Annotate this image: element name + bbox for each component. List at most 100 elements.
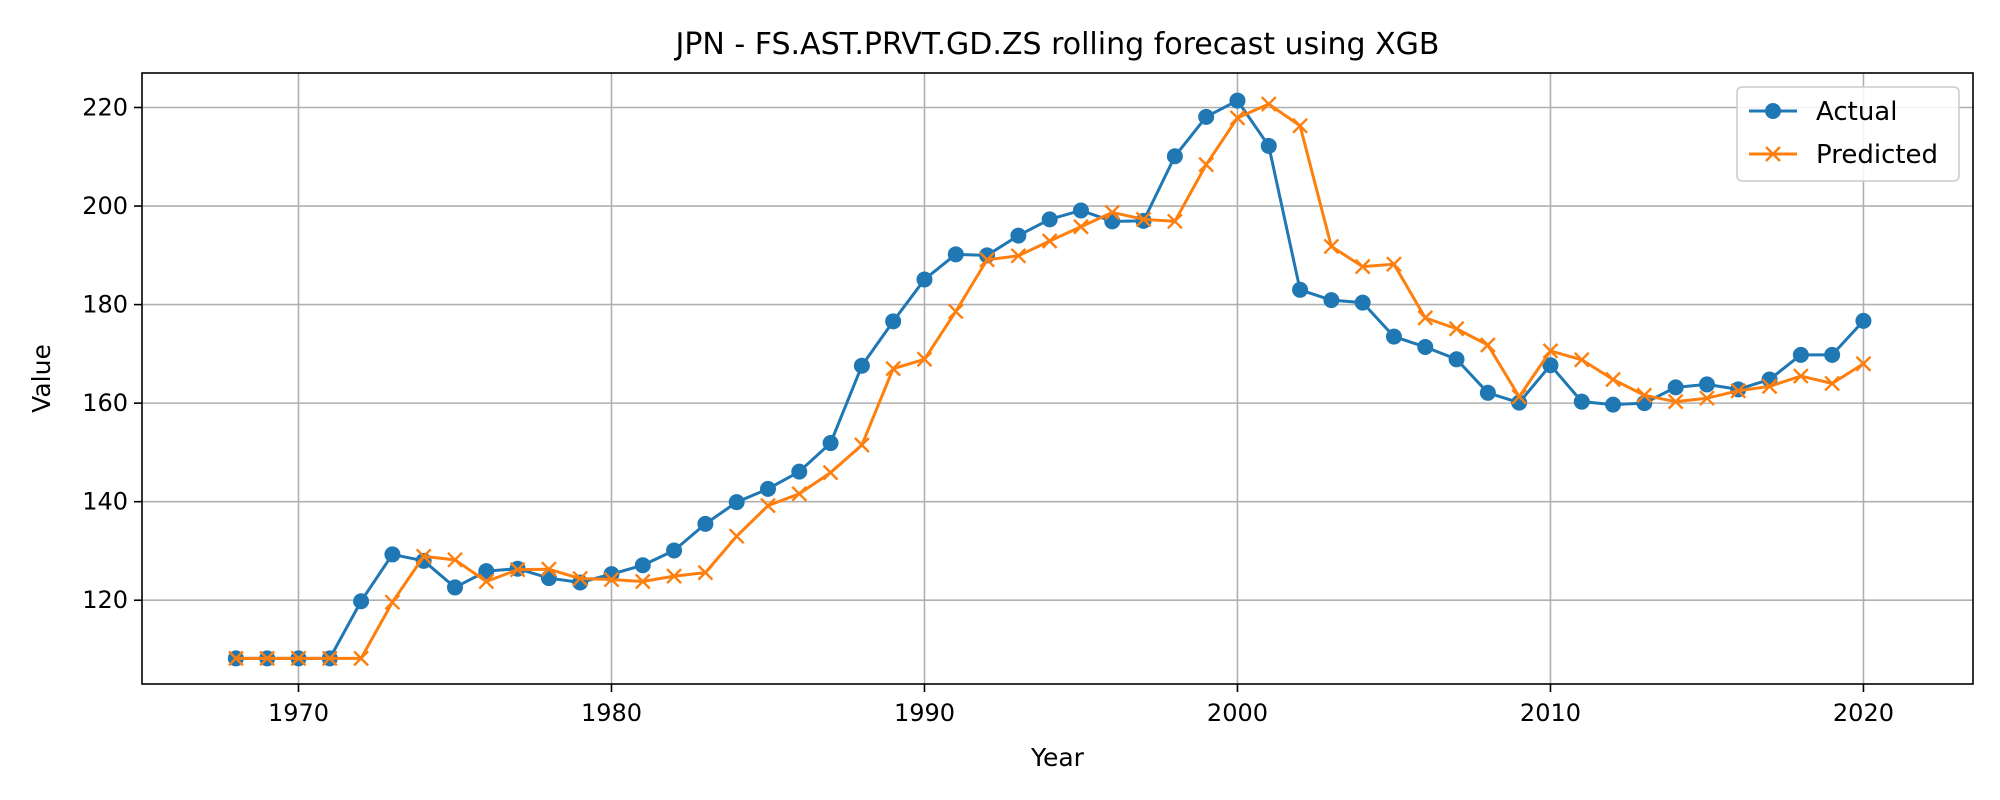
predicted-point <box>1855 355 1872 372</box>
actual-point <box>666 542 683 559</box>
predicted-point <box>290 650 307 667</box>
actual-point <box>1792 346 1809 363</box>
actual-point <box>1260 137 1277 154</box>
predicted-point <box>1323 238 1340 255</box>
actual-point <box>697 515 714 532</box>
predicted-point <box>415 548 432 565</box>
y-tick-label: 120 <box>82 586 128 614</box>
predicted-point <box>1511 388 1528 405</box>
predicted-point <box>572 570 589 587</box>
legend-label-predicted: Predicted <box>1816 140 1938 170</box>
legend-marker-predicted <box>1765 146 1781 162</box>
predicted-point <box>697 564 714 581</box>
predicted-point <box>1104 204 1121 221</box>
predicted-point <box>603 571 620 588</box>
actual-point <box>1166 148 1183 165</box>
predicted-point <box>1636 387 1653 404</box>
predicted-point <box>916 351 933 368</box>
predicted-point <box>1417 310 1434 326</box>
predicted-point <box>1354 258 1371 275</box>
predicted-point <box>447 551 463 568</box>
predicted-point <box>1573 351 1590 368</box>
predicted-point <box>1135 211 1152 228</box>
legend-label-actual: Actual <box>1816 97 1897 127</box>
actual-point <box>947 246 964 263</box>
predicted-point <box>1041 233 1058 249</box>
actual-point <box>1573 393 1590 410</box>
y-tick-label: 220 <box>82 93 128 121</box>
actual-point <box>885 313 902 330</box>
predicted-point <box>1824 375 1840 392</box>
predicted-point <box>1480 337 1496 353</box>
predicted-point <box>1260 96 1277 112</box>
predicted-point <box>1010 247 1027 264</box>
predicted-point <box>509 561 526 578</box>
x-tick-label: 2010 <box>1520 699 1581 727</box>
actual-point <box>853 357 870 374</box>
predicted-point <box>728 528 745 545</box>
predicted-point <box>1730 382 1747 399</box>
actual-point <box>1292 281 1309 298</box>
predicted-point <box>1761 378 1778 395</box>
x-tick-label: 1980 <box>581 699 642 727</box>
predicted-point <box>1542 343 1559 359</box>
y-tick-label: 160 <box>82 389 128 417</box>
y-axis-label: Value <box>27 344 56 413</box>
legend: Actual Predicted <box>1736 86 1960 182</box>
predicted-point <box>478 573 495 590</box>
actual-point <box>1855 312 1872 329</box>
actual-point <box>1479 384 1496 401</box>
x-tick-label: 2000 <box>1207 699 1268 727</box>
actual-point <box>1511 394 1528 411</box>
actual-point <box>1198 108 1215 125</box>
grid <box>142 73 1973 684</box>
predicted-point <box>1292 117 1308 134</box>
actual-point <box>1072 202 1089 219</box>
axis-ticks: 1970 1980 1990 2000 2010 2020 120 140 160 180 200 2… <box>82 93 1894 727</box>
predicted-point <box>353 650 369 667</box>
x-tick-label: 2020 <box>1833 699 1894 727</box>
predicted-point <box>1667 393 1684 410</box>
actual-point <box>1354 294 1371 311</box>
actual-point <box>1605 396 1622 413</box>
actual-point <box>1010 227 1027 244</box>
predicted-point <box>854 437 870 453</box>
actual-point <box>1667 379 1684 396</box>
plot-area-frame <box>141 72 1974 685</box>
predicted-point <box>1448 320 1465 337</box>
actual-point <box>1448 351 1465 368</box>
y-tick-label: 200 <box>82 192 128 220</box>
predicted-point <box>1793 368 1809 384</box>
predicted-point <box>1167 213 1183 230</box>
actual-point <box>540 570 557 587</box>
legend-marker-actual <box>1765 103 1781 119</box>
actual-point <box>478 563 495 580</box>
actual-point <box>1542 357 1559 374</box>
predicted-point <box>666 568 682 584</box>
actual-point <box>1698 376 1715 393</box>
x-tick-label: 1990 <box>894 699 955 727</box>
predicted-point <box>634 573 651 590</box>
actual-point <box>822 435 839 452</box>
predicted-point <box>1073 218 1089 235</box>
predicted-point <box>1605 371 1621 388</box>
actual-point <box>791 463 808 480</box>
actual-point <box>916 271 933 288</box>
predicted-point <box>885 360 902 377</box>
actual-point <box>1417 338 1434 355</box>
predicted-point <box>384 594 401 611</box>
predicted-point <box>228 650 244 667</box>
actual-point <box>759 480 776 497</box>
actual-point <box>1385 328 1402 345</box>
predicted-point <box>1699 390 1715 407</box>
predicted-point <box>1198 156 1215 173</box>
actual-point <box>634 557 651 574</box>
series <box>227 92 1872 667</box>
actual-point <box>446 579 463 596</box>
predicted-point <box>791 485 808 502</box>
predicted-point <box>1229 109 1246 126</box>
predicted-point <box>822 464 839 481</box>
actual-point <box>1824 346 1841 363</box>
x-tick-label: 1970 <box>268 699 329 727</box>
